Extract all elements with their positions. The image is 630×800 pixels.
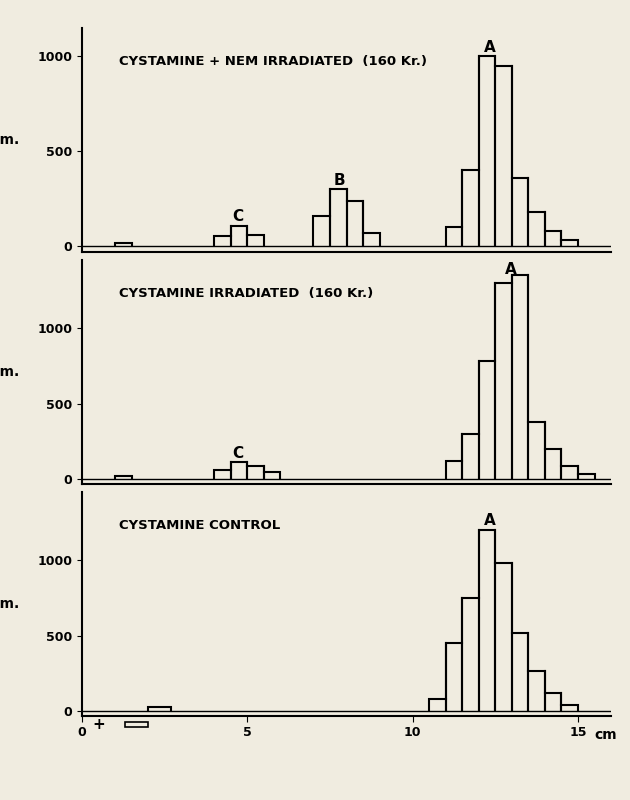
Text: cm: cm bbox=[595, 728, 617, 742]
Y-axis label: c.p.m.: c.p.m. bbox=[0, 365, 20, 379]
Text: A: A bbox=[484, 514, 496, 528]
Text: B: B bbox=[333, 174, 345, 189]
Text: CYSTAMINE IRRADIATED  (160 Kr.): CYSTAMINE IRRADIATED (160 Kr.) bbox=[119, 287, 373, 300]
Text: C: C bbox=[232, 446, 244, 462]
Text: CYSTAMINE CONTROL: CYSTAMINE CONTROL bbox=[119, 519, 280, 532]
Bar bbox=[125, 722, 148, 727]
Text: +: + bbox=[92, 717, 105, 732]
Text: CYSTAMINE + NEM IRRADIATED  (160 Kr.): CYSTAMINE + NEM IRRADIATED (160 Kr.) bbox=[119, 55, 427, 68]
Text: C: C bbox=[232, 210, 244, 225]
Y-axis label: c.p.m.: c.p.m. bbox=[0, 133, 20, 147]
Text: A: A bbox=[505, 262, 517, 277]
Y-axis label: c.p.m.: c.p.m. bbox=[0, 597, 20, 611]
Text: A: A bbox=[484, 39, 496, 54]
